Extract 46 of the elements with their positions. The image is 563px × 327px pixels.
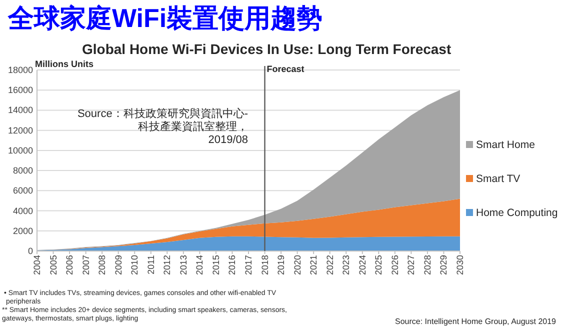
x-tick-label: 2006	[64, 255, 75, 276]
x-tick-label: 2016	[227, 255, 238, 276]
legend-label: Home Computing	[476, 207, 558, 219]
x-tick-label: 2021	[308, 255, 319, 276]
y-tick-label: 0	[28, 246, 33, 256]
x-tick-label: 2013	[178, 255, 188, 276]
x-tick-label: 2007	[80, 255, 91, 276]
x-tick-label: 2029	[438, 255, 449, 276]
chart-subtitle: Global Home Wi-Fi Devices In Use: Long Term Forecast	[82, 41, 452, 57]
x-tick-label: 2018	[260, 255, 270, 276]
x-tick-label: 2017	[244, 255, 254, 276]
x-tick-label: 2028	[422, 255, 432, 276]
x-tick-label: 2008	[97, 255, 108, 276]
y-tick-label: 2000	[12, 226, 33, 236]
x-tick-label: 2014	[194, 255, 205, 276]
x-tick-label: 2005	[48, 255, 58, 276]
x-tick-label: 2012	[162, 255, 172, 276]
x-tick-label: 2020	[292, 255, 302, 276]
x-tick-label: 2027	[406, 255, 416, 276]
y-tick-label: 16000	[8, 85, 33, 96]
x-tick-label: 2026	[390, 255, 400, 276]
x-tick-label: 2023	[341, 255, 352, 276]
legend-label: Smart TV	[476, 173, 520, 185]
annotation: Source：科技政策研究與資訊中心- 科技產業資訊室整理， 2019/08	[77, 107, 248, 146]
y-tick-label: 12000	[8, 125, 33, 136]
y-tick-label: 4000	[12, 206, 33, 216]
y-axis-title: Millions Units	[35, 59, 94, 69]
x-tick-label: 2024	[357, 255, 368, 276]
x-tick-label: 2022	[324, 255, 335, 276]
y-tick-label: 8000	[12, 166, 33, 176]
x-tick-label: 2025	[374, 255, 384, 276]
x-tick-label: 2011	[146, 255, 156, 274]
x-tick-label: 2030	[455, 255, 465, 276]
x-tick-label: 2004	[32, 255, 42, 276]
y-tick-label: 14000	[8, 105, 33, 116]
y-tick-label: 6000	[12, 186, 33, 196]
x-tick-label: 2019	[276, 255, 286, 276]
x-tick-label: 2009	[113, 255, 124, 276]
source-note: Source: Intelligent Home Group, August 2019	[395, 317, 557, 326]
chart-title: 全球家庭WiFi裝置使用趨勢	[7, 3, 323, 33]
x-tick-label: 2015	[210, 255, 221, 276]
y-tick-label: 10000	[8, 145, 33, 156]
legend-label: Smart Home	[476, 139, 536, 151]
y-tick-label: 18000	[8, 65, 33, 75]
x-tick-label: 2010	[130, 255, 140, 276]
ref-line-label: Forecast	[266, 64, 304, 74]
